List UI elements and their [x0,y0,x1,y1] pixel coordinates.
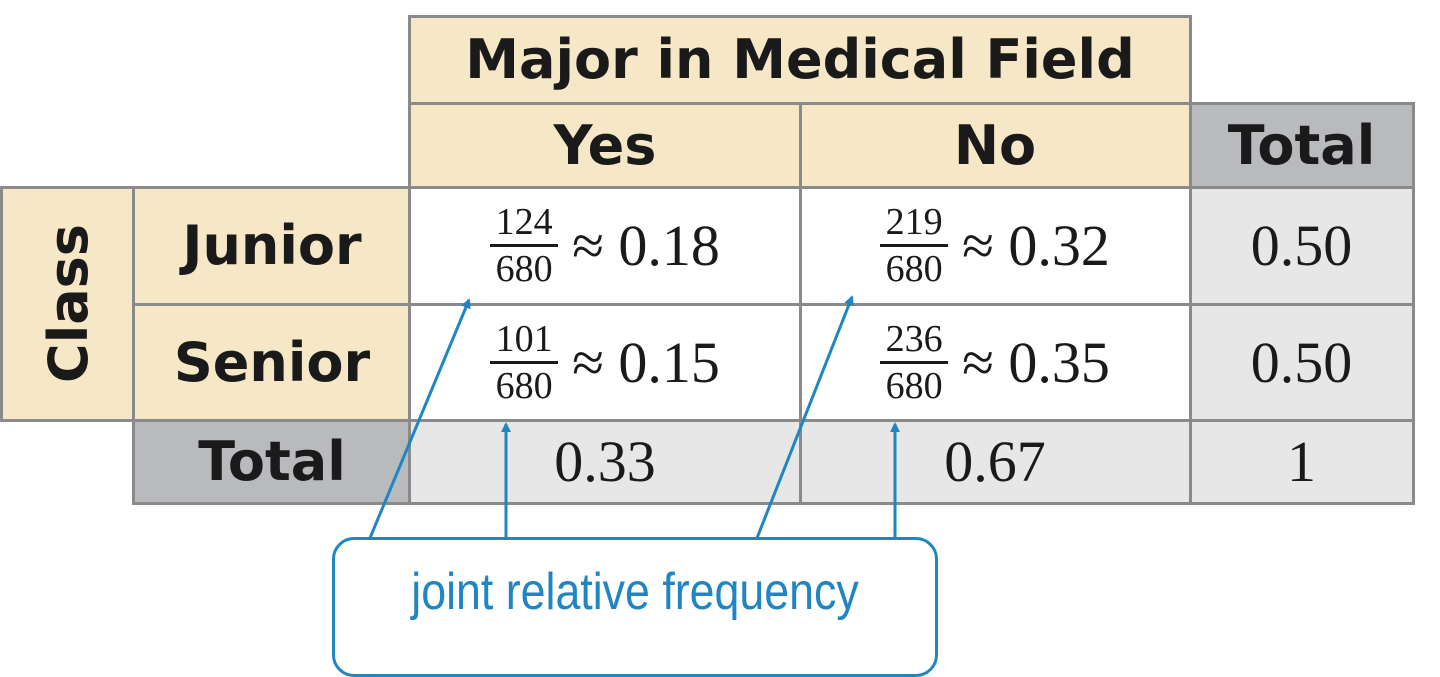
column-header-no-text: No [953,113,1037,177]
column-total-yes: 0.33 [410,420,800,503]
arrow-junior-no [755,295,854,539]
column-header-yes: Yes [410,103,800,187]
callout-box [332,537,938,677]
fraction-numerator: 124 [495,201,553,243]
grid-line [132,502,1414,505]
grid-line [408,15,411,505]
fraction: 101 680 [490,317,559,407]
grid-line [410,102,1414,105]
grid-line [132,186,135,505]
fraction-bar [490,244,559,247]
cell-junior-no: 219 680 ≈ 0.32 [800,187,1190,304]
column-total-yes-value: 0.33 [554,429,656,494]
column-header-total: Total [1190,103,1413,187]
fraction-bar [880,244,949,247]
row-total-junior: 0.50 [1190,187,1413,304]
row-header-senior-text: Senior [173,330,371,394]
approx-value: ≈ 0.15 [572,329,720,395]
fraction-numerator: 236 [885,317,943,360]
row-header-senior: Senior [134,304,410,420]
grid-line [799,102,802,505]
row-total-junior-value: 0.50 [1250,213,1353,278]
row-header-total: Total [134,420,410,503]
grid-line [1189,15,1192,505]
row-total-senior-value: 0.50 [1250,329,1353,395]
fraction: 219 680 [880,201,949,290]
row-header-junior: Junior [134,187,410,304]
fraction-bar [490,360,559,364]
fraction-numerator: 219 [885,201,943,243]
row-total-senior: 0.50 [1190,304,1413,420]
callout-label: joint relative frequency [411,563,859,621]
column-total-no-value: 0.67 [944,429,1046,494]
approx-value: ≈ 0.18 [572,213,720,278]
approx-value: ≈ 0.32 [962,213,1110,278]
fraction: 236 680 [880,317,949,407]
column-header-yes-text: Yes [553,113,657,177]
grid-line [0,186,1414,189]
callout-arrows [368,295,900,539]
approx-value: ≈ 0.35 [962,329,1110,395]
grand-total: 1 [1190,420,1413,503]
fraction: 124 680 [490,201,559,290]
column-total-no: 0.67 [800,420,1190,503]
grid-line [0,186,3,422]
cell-senior-yes: 101 680 ≈ 0.15 [410,304,800,420]
arrow-junior-yes [368,298,471,539]
fraction-denominator: 680 [885,364,943,407]
grid-line [1412,102,1415,505]
grid-line [134,303,1414,306]
column-group-header: Major in Medical Field [410,16,1190,103]
fraction-denominator: 680 [885,248,943,290]
fraction-bar [880,360,949,364]
fraction-numerator: 101 [495,317,553,360]
fraction-denominator: 680 [495,364,553,407]
grid-line [0,419,1414,422]
grid-line [410,15,1190,18]
cell-junior-yes: 124 680 ≈ 0.18 [410,187,800,304]
grand-total-value: 1 [1287,429,1316,494]
column-header-total-text: Total [1227,113,1376,177]
row-header-junior-text: Junior [182,214,362,277]
cell-senior-no: 236 680 ≈ 0.35 [800,304,1190,420]
row-header-total-text: Total [198,430,346,493]
column-header-no: No [800,103,1190,187]
row-group-header: Class [2,187,134,420]
column-group-header-text: Major in Medical Field [465,28,1135,91]
fraction-denominator: 680 [495,248,553,290]
